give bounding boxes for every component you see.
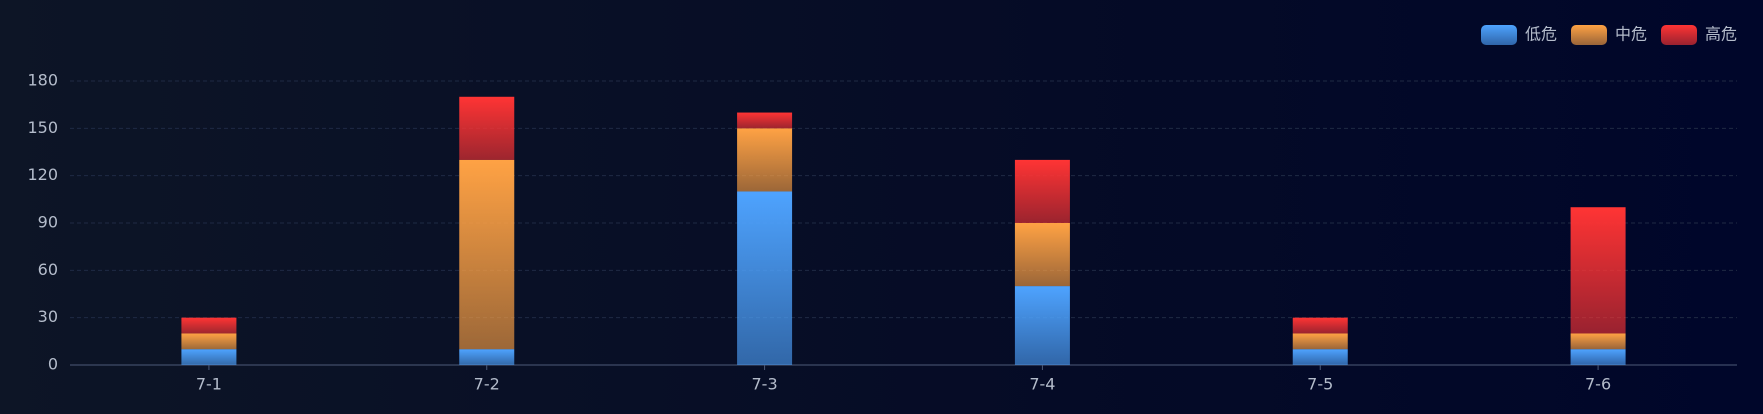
y-tick-label: 0 [48,355,58,374]
bar-segment [737,112,793,129]
x-tick-label: 7-6 [1585,375,1611,394]
y-tick-label: 120 [27,165,58,184]
bar-segment [1570,207,1626,334]
legend-label: 高危 [1705,25,1737,44]
y-tick-label: 180 [27,71,58,90]
y-tick-label: 30 [38,307,58,326]
bar-segment [181,349,237,365]
bar-segment [181,333,237,350]
legend-swatch [1661,25,1697,45]
bar-segment [1014,223,1070,287]
y-tick-label: 90 [38,213,58,232]
bar-segment [181,317,237,334]
x-tick-label: 7-5 [1307,375,1333,394]
x-tick-label: 7-3 [752,375,778,394]
legend-swatch [1571,25,1607,45]
x-tick-label: 7-4 [1029,375,1055,394]
bar-segment [737,191,793,365]
bar-segment [459,159,515,350]
x-tick-label: 7-1 [196,375,222,394]
bar-segment [1292,333,1348,350]
bar-segment [459,96,515,160]
bar-segment [737,128,793,192]
bar-segment [1570,333,1626,350]
legend-label: 中危 [1615,25,1647,44]
legend-swatch [1481,25,1517,45]
legend-label: 低危 [1525,25,1557,44]
bar-segment [459,349,515,365]
bar-segment [1292,317,1348,334]
x-tick-label: 7-2 [474,375,500,394]
y-tick-label: 60 [38,260,58,279]
bar-segment [1014,286,1070,365]
bar-segment [1292,349,1348,365]
y-tick-label: 150 [27,118,58,137]
bar-segment [1570,349,1626,365]
bar-segment [1014,159,1070,223]
